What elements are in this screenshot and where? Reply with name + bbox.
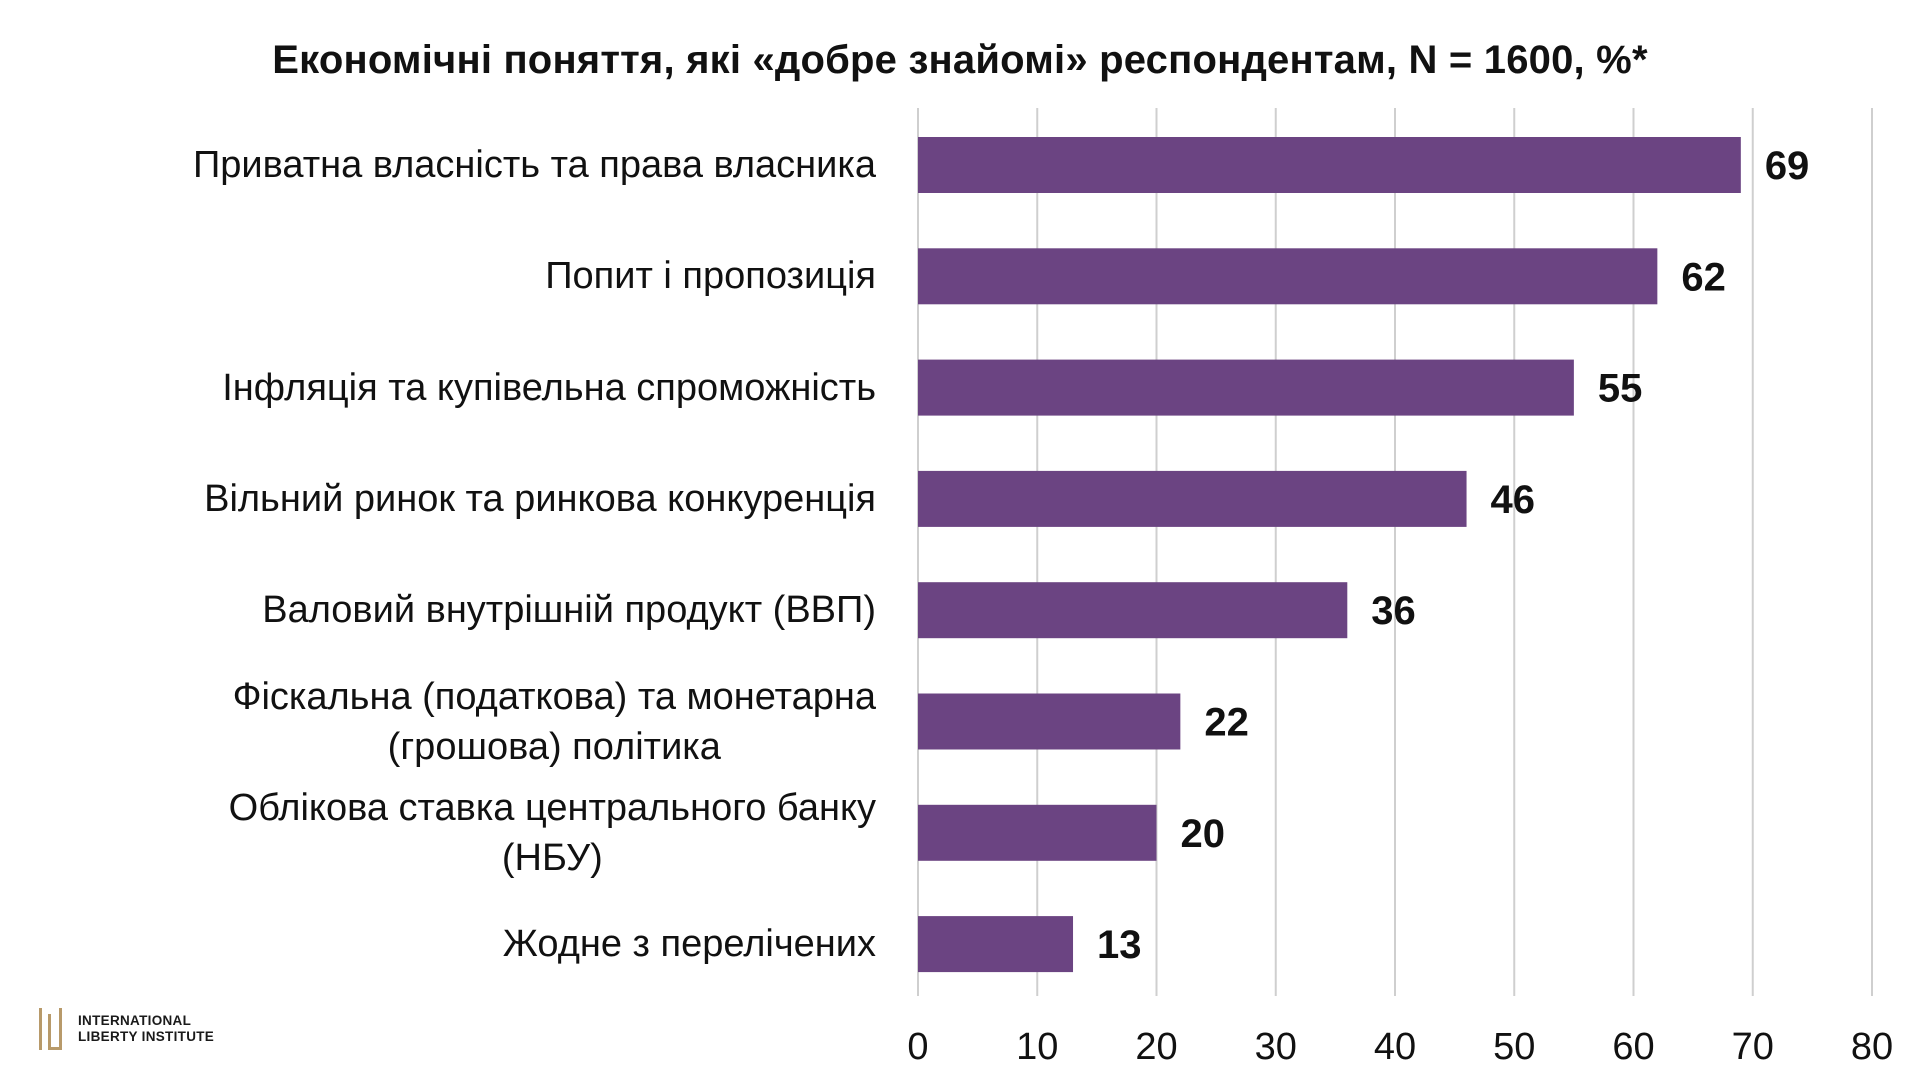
category-label-line: Приватна власність та права власника	[192, 144, 876, 186]
data-label: 36	[1371, 589, 1416, 633]
category-label: Жодне з перелічених	[503, 919, 876, 969]
data-label: 69	[1765, 144, 1810, 188]
category-label-line: Жодне з перелічених	[502, 923, 876, 966]
x-tick-label: 80	[1851, 1026, 1893, 1068]
category-label: Облікова ставка центрального банку (НБУ)	[229, 783, 876, 883]
x-tick-label: 40	[1374, 1026, 1416, 1068]
category-label-line: Облікова ставка центрального банку	[228, 786, 876, 829]
data-label: 62	[1681, 255, 1726, 299]
logo-text: International Liberty Institute	[78, 1013, 214, 1045]
x-tick-label: 10	[1016, 1026, 1058, 1068]
category-label-line: Попит і пропозиція	[545, 255, 876, 298]
category-label: Валовий внутрішній продукт (ВВП)	[262, 585, 876, 635]
category-label: Фіскальна (податкова) та монетарна (грошо…	[233, 672, 876, 772]
logo-line-1: International	[78, 1013, 192, 1028]
x-tick-label: 50	[1493, 1026, 1535, 1068]
bar	[918, 916, 1074, 973]
ili-logo-mark-icon	[39, 1008, 62, 1050]
category-label-line: Інфляція та купівельна спроможність	[222, 366, 876, 409]
category-label-line: Валовий внутрішній продукт (ВВП)	[262, 589, 876, 632]
category-label: Попит і пропозиція	[545, 251, 876, 301]
bar	[918, 359, 1574, 416]
category-label-line: Вільний ринок та ринкова конкуренція	[204, 477, 876, 520]
category-label: Приватна власність та права власника	[193, 140, 876, 190]
logo-line-2: Liberty Institute	[78, 1029, 215, 1044]
category-label: Вільний ринок та ринкова конкуренція	[204, 474, 876, 524]
data-label: 20	[1181, 812, 1226, 856]
data-label: 55	[1598, 367, 1643, 411]
x-tick-label: 70	[1732, 1026, 1774, 1068]
bar	[918, 470, 1467, 527]
chart-title: Економічні поняття, які «добре знайомі» …	[272, 38, 1648, 82]
bar	[918, 248, 1658, 305]
data-label: 13	[1097, 923, 1142, 967]
data-label: 46	[1491, 478, 1536, 522]
x-tick-label: 60	[1612, 1026, 1654, 1068]
category-label-line: (НБУ)	[501, 836, 603, 879]
logo: International Liberty Institute	[38, 1008, 214, 1050]
bar	[918, 137, 1741, 193]
category-label-line: (грошова) політика	[387, 725, 721, 768]
x-tick-label: 30	[1255, 1026, 1297, 1068]
category-label-line: Фіскальна (податкова) та монетарна	[232, 675, 876, 718]
category-label: Інфляція та купівельна спроможність	[222, 363, 876, 413]
bar	[918, 693, 1181, 750]
x-tick-label: 20	[1135, 1026, 1177, 1068]
bar	[918, 804, 1157, 861]
bar	[918, 582, 1348, 639]
x-tick-label: 0	[907, 1026, 928, 1068]
data-label: 22	[1204, 701, 1249, 745]
